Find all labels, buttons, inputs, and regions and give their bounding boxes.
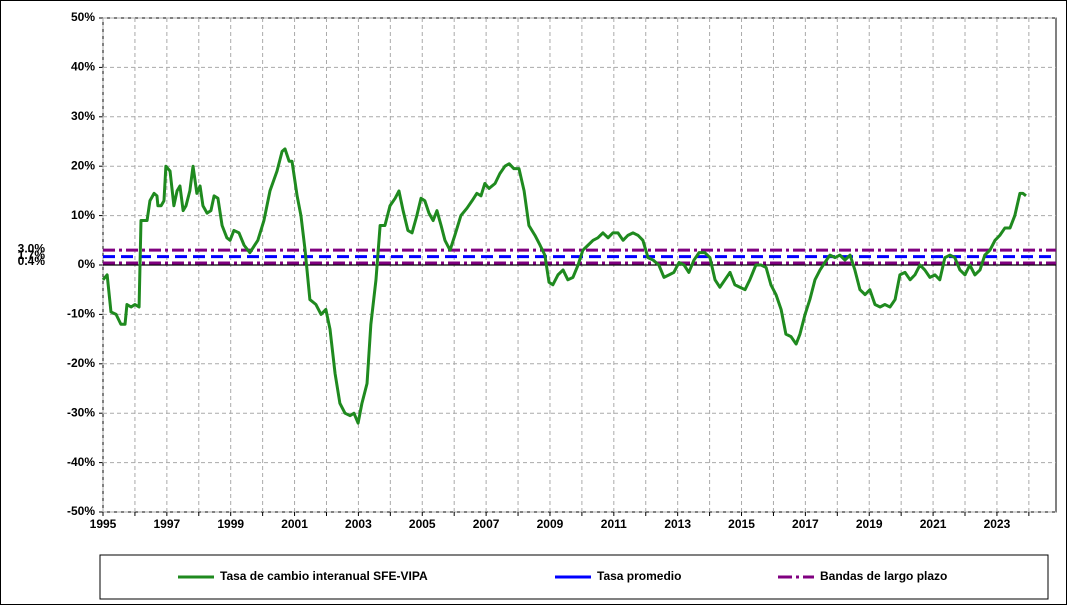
legend-label: Bandas de largo plazo	[820, 569, 947, 583]
y-tick-label: 50%	[71, 10, 95, 24]
y-tick-label: 30%	[71, 109, 95, 123]
y-tick-label: -30%	[67, 405, 95, 419]
y-tick-label: -40%	[67, 455, 95, 469]
x-tick-label: 2019	[856, 517, 883, 531]
x-tick-label: 2007	[473, 517, 500, 531]
x-tick-label: 2001	[281, 517, 308, 531]
legend-label: Tasa promedio	[597, 569, 681, 583]
x-tick-label: 2013	[664, 517, 691, 531]
x-tick-label: 1997	[154, 517, 181, 531]
y-tick-label: -10%	[67, 307, 95, 321]
reference-label: 3.0%	[18, 241, 46, 255]
x-tick-label: 2015	[728, 517, 755, 531]
reference-label: 1.7%	[18, 248, 46, 262]
x-tick-label: 1995	[90, 517, 117, 531]
x-tick-label: 2005	[409, 517, 436, 531]
x-tick-label: 2023	[984, 517, 1011, 531]
x-tick-label: 2017	[792, 517, 819, 531]
y-tick-label: -20%	[67, 356, 95, 370]
x-tick-label: 1999	[217, 517, 244, 531]
y-tick-label: 0%	[78, 257, 96, 271]
x-tick-label: 2021	[920, 517, 947, 531]
reference-label: 0.4%	[18, 254, 46, 268]
x-tick-label: 2009	[537, 517, 564, 531]
x-tick-label: 2003	[345, 517, 372, 531]
x-tick-label: 2011	[601, 517, 627, 531]
data-line	[101, 147, 1027, 425]
legend-label: Tasa de cambio interanual SFE-VIPA	[220, 569, 428, 583]
y-tick-label: 20%	[71, 158, 95, 172]
y-tick-label: -50%	[67, 504, 95, 518]
y-tick-label: 10%	[71, 208, 95, 222]
y-tick-label: 40%	[71, 60, 95, 74]
